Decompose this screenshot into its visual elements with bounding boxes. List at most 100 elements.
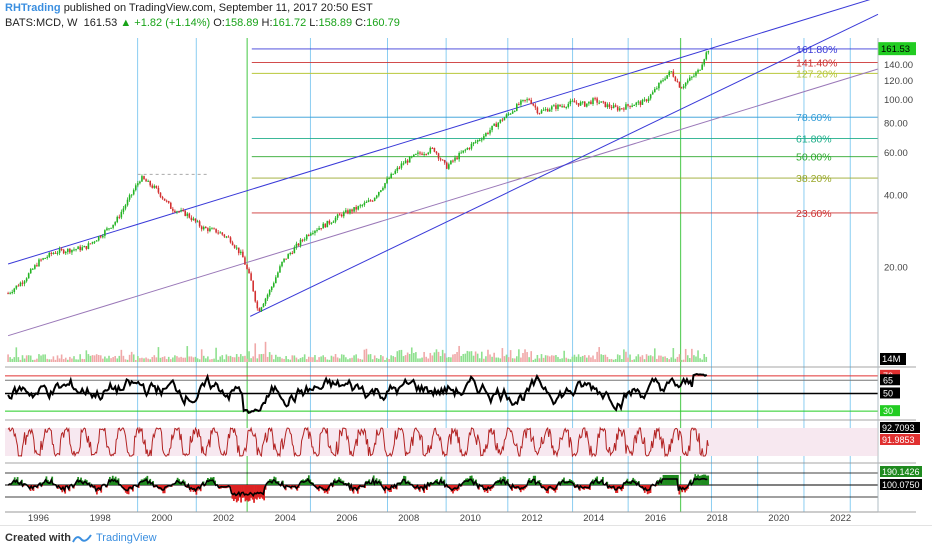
candle-body <box>460 153 462 154</box>
symbol-line: BATS:MCD, W 161.53 ▲ +1.82 (+1.14%) O:15… <box>5 17 400 29</box>
candle-body <box>576 103 578 104</box>
candle-body <box>559 105 561 107</box>
volume-bar <box>174 355 176 362</box>
candle-body <box>425 154 427 155</box>
volume-bar <box>403 356 405 362</box>
volume-bar <box>374 355 376 362</box>
volume-bar <box>46 359 48 362</box>
candle-body <box>685 83 687 87</box>
candle-body <box>693 76 695 77</box>
candle-body <box>378 192 380 196</box>
volume-bar <box>263 354 265 362</box>
volume-bar <box>242 356 244 362</box>
volume-bar <box>141 358 143 362</box>
volume-bar <box>349 358 351 362</box>
candle-body <box>92 242 94 244</box>
candle-body <box>520 100 522 104</box>
volume-bar <box>638 354 640 362</box>
candle-body <box>254 291 256 301</box>
y-tick-label: 80.00 <box>884 118 908 129</box>
candle-body <box>304 239 306 240</box>
x-tick-label: 2004 <box>275 513 296 524</box>
candle-body <box>230 237 232 242</box>
volume-bar <box>92 355 94 362</box>
candle-body <box>308 235 310 236</box>
candle-body <box>71 250 73 253</box>
volume-bar <box>57 355 59 362</box>
volume-bar <box>226 354 228 362</box>
candle-body <box>36 265 38 266</box>
volume-bar <box>427 358 429 362</box>
candle-body <box>413 155 415 157</box>
candle-body <box>22 283 24 284</box>
author-name[interactable]: RHTrading <box>5 2 61 14</box>
volume-bar <box>703 354 705 362</box>
volume-bar <box>184 358 186 362</box>
volume-bar <box>127 360 129 362</box>
volume-bar <box>61 355 63 362</box>
candle-body <box>211 228 213 229</box>
created-with-label: Created with <box>5 532 71 544</box>
oscillator-level-label: 50 <box>883 389 893 399</box>
volume-bar <box>327 359 329 362</box>
volume-bar <box>345 357 347 362</box>
volume-bar <box>366 349 368 362</box>
volume-bar <box>685 349 687 362</box>
candle-body <box>145 179 147 181</box>
candle-body <box>670 71 672 72</box>
candle-body <box>59 249 61 253</box>
y-tick-label: 60.00 <box>884 148 908 159</box>
symbol[interactable]: BATS:MCD, W <box>5 17 78 29</box>
volume-bar <box>574 355 576 362</box>
candle-body <box>452 161 454 162</box>
volume-bar <box>495 358 497 362</box>
candle-body <box>160 193 162 197</box>
volume-bar <box>335 354 337 362</box>
candle-body <box>69 249 71 253</box>
candle-body <box>324 224 326 227</box>
candle-body <box>390 174 392 178</box>
candle-body <box>119 217 121 218</box>
candle-body <box>368 200 370 202</box>
price-change: ▲ +1.82 (+1.14%) <box>120 17 210 29</box>
volume-bar <box>390 355 392 362</box>
volume-bar <box>590 357 592 362</box>
candle-body <box>271 287 273 290</box>
candle-body <box>147 181 149 182</box>
high-value: 161.72 <box>273 17 307 29</box>
candle-body <box>691 77 693 78</box>
volume-bar <box>602 355 604 362</box>
volume-bar <box>65 358 67 362</box>
candle-body <box>658 83 660 88</box>
volume-bar <box>646 354 648 362</box>
candle-body <box>172 209 174 211</box>
volume-bar <box>681 360 683 362</box>
candle-body <box>83 246 85 247</box>
candle-body <box>471 144 473 149</box>
candle-body <box>168 201 170 203</box>
candle-body <box>201 226 203 229</box>
candle-body <box>635 103 637 105</box>
candle-body <box>331 223 333 224</box>
candle-body <box>65 252 67 253</box>
candle-body <box>456 158 458 160</box>
candle-body <box>322 224 324 229</box>
candle-body <box>275 277 277 283</box>
candle-body <box>708 51 710 52</box>
volume-bar <box>191 356 193 362</box>
candle-body <box>429 148 431 153</box>
volume-bar <box>203 356 205 362</box>
candle-body <box>139 182 141 184</box>
candle-body <box>131 194 133 195</box>
tradingview-link[interactable]: TradingView <box>96 532 157 544</box>
volume-bar <box>170 359 172 362</box>
candle-body <box>154 186 156 188</box>
candle-body <box>238 248 240 254</box>
volume-bar <box>110 358 112 362</box>
volume-bar <box>267 357 269 362</box>
candle-body <box>81 247 83 250</box>
candle-body <box>419 152 421 153</box>
candle-body <box>347 210 349 213</box>
candle-body <box>590 102 592 104</box>
candle-body <box>530 100 532 104</box>
